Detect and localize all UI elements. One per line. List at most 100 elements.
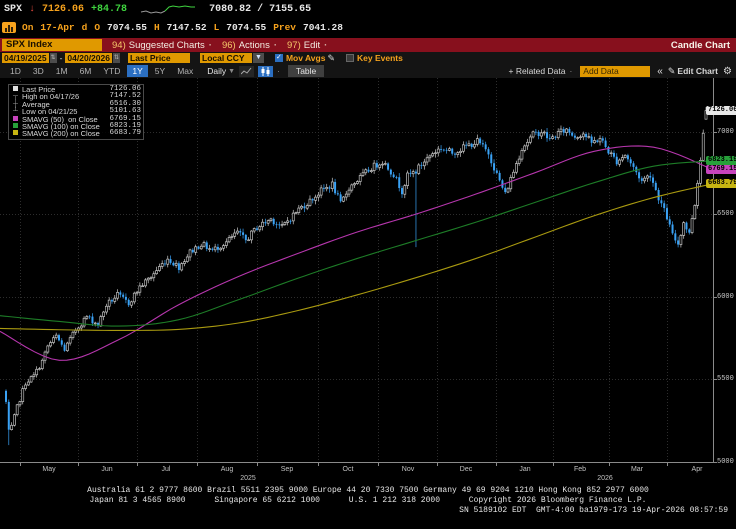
y-tick-label: 7000	[717, 127, 734, 136]
menu-item-dot: ·	[208, 39, 212, 51]
x-axis-line	[0, 462, 714, 463]
legend-marker-icon	[11, 86, 20, 93]
legend-marker-icon	[11, 122, 20, 130]
range-tab-3d[interactable]: 3D	[32, 66, 44, 76]
x-axis-month-label: Jan	[519, 466, 531, 473]
legend-value: 6823.19	[109, 121, 141, 130]
range-tabs-bar: 1D 3D 1M 6M YTD 1Y 5Y Max Daily ▼ · Table + Rel…	[0, 64, 736, 78]
low-label: L	[213, 21, 220, 33]
range-tab-1y[interactable]: 1Y	[127, 65, 148, 77]
legend-row: SMAVG (100) on Close 6823.19	[11, 121, 141, 130]
candle-chart-type-button[interactable]	[258, 65, 274, 77]
security-input[interactable]: SPX Index	[2, 39, 102, 51]
range-tab-ytd[interactable]: YTD	[103, 66, 121, 76]
low-value: 7074.55	[226, 21, 267, 33]
bid-ask-range: 7080.82 / 7155.65	[209, 3, 312, 15]
frequency-select[interactable]: Daily	[207, 66, 227, 76]
range-tab-6m[interactable]: 6M	[79, 66, 92, 76]
table-button[interactable]: Table	[287, 65, 325, 77]
price-field-select[interactable]: Last Price	[128, 53, 190, 63]
y-tick-label: 6500	[717, 210, 734, 219]
menu-item-number: 96)	[221, 39, 236, 51]
x-axis-month-label: Apr	[691, 466, 703, 473]
x-tick-mark	[667, 463, 668, 466]
x-axis-month-label: Jun	[101, 466, 113, 473]
add-data-input[interactable]: Add Data	[580, 65, 651, 77]
key-events-checkbox[interactable]	[346, 54, 355, 62]
axis-price-pill: 7126.06	[706, 106, 736, 116]
x-tick-mark	[136, 463, 138, 466]
related-data-button[interactable]: + Related Data	[508, 66, 566, 76]
open-value: 7074.55	[107, 21, 147, 33]
footer-session-info: SN 5189102 EDT GMT-4:00 ba1979-173 19-Ap…	[459, 506, 728, 515]
mov-avgs-edit-icon[interactable]: ✎	[327, 52, 336, 63]
legend-label: SMAVG (200) on Close	[22, 129, 100, 139]
menu-item-dot: ·	[273, 39, 278, 51]
range-tab-5y[interactable]: 5Y	[154, 66, 166, 76]
date-to-spinner[interactable]: ⇅	[112, 53, 120, 63]
terminal-footer: Australia 61 2 9777 8600 Brazil 5511 239…	[0, 483, 736, 529]
chart-toolbar: 04/19/2025 ⇅ - 04/20/2026 ⇅ Last Price L…	[0, 52, 736, 64]
chart-type-title: Candle Chart	[670, 39, 730, 51]
date-to-input[interactable]: 04/20/2026	[65, 53, 112, 63]
legend-row: ┼ Average 6516.30	[11, 99, 141, 109]
menu-item-label: Actions	[238, 39, 270, 51]
menu-item-number: 97)	[287, 39, 301, 51]
menu-item-label: Suggested Charts	[128, 39, 205, 51]
x-tick-mark	[437, 463, 438, 466]
range-tabs: 1D 3D 1M 6M YTD 1Y 5Y Max	[4, 65, 199, 77]
legend-value: 7126.06	[109, 85, 141, 93]
x-axis-month-label: Oct	[342, 466, 354, 473]
toolbar-dot-separator: ·	[277, 66, 280, 76]
axis-price-pill: 6769.15	[706, 165, 736, 175]
edit-chart-button[interactable]: Edit Chart	[677, 66, 719, 76]
range-tab-max[interactable]: Max	[177, 66, 194, 76]
session-on-label: On	[22, 21, 34, 33]
y-tick-mark	[713, 379, 717, 381]
legend-label: Last Price	[22, 85, 56, 94]
legend-label: Low on 04/21/25	[22, 107, 78, 117]
menu-item-actions[interactable]: 96) Actions ·	[222, 40, 277, 51]
legend-label: Average	[22, 99, 50, 109]
legend-value: 7147.52	[109, 92, 141, 101]
x-axis-month-label: Dec	[459, 466, 473, 473]
legend-row: ┬ High on 04/17/26 7147.52	[11, 92, 141, 101]
candle-chart-area[interactable]: 7000 6500 6000 5500 5000 May Jun Jul Aug Sep Oct N…	[0, 78, 736, 483]
edit-chart-pencil-icon: ✎	[667, 65, 676, 76]
legend-row: ┴ Low on 04/21/25 5101.63	[11, 107, 141, 117]
date-from-input[interactable]: 04/19/2025	[2, 53, 49, 63]
menu-item-dot: ·	[324, 39, 328, 51]
y-tick-label: 5500	[717, 375, 734, 384]
menu-item-edit[interactable]: 97) Edit ·	[287, 40, 327, 51]
currency-dropdown-button[interactable]: ▼	[253, 53, 264, 63]
legend-value: 6516.30	[109, 99, 141, 108]
x-axis-month-label: Nov	[401, 466, 415, 473]
line-chart-type-button[interactable]	[239, 65, 255, 77]
chart-legend: Last Price 7126.06 ┬ High on 04/17/26 7147.5…	[8, 84, 144, 140]
high-label: H	[153, 21, 160, 33]
chart-note-icon[interactable]	[2, 21, 16, 33]
menu-bar: SPX Index 94) Suggested Charts · 96) Actions…	[0, 38, 736, 52]
range-tab-1d[interactable]: 1D	[10, 66, 21, 76]
mov-avgs-checkbox[interactable]: ✓	[274, 54, 283, 62]
footer-contact-line-2: Japan 81 3 4565 8900 Singapore 65 6212 1…	[89, 496, 647, 505]
collapse-toolbar-icon[interactable]: «	[657, 65, 663, 77]
currency-select[interactable]: Local CCY	[200, 53, 252, 63]
menu-items: 94) Suggested Charts · 96) Actions · 97) Edit ·	[102, 40, 327, 51]
legend-row: Last Price 7126.06	[11, 85, 141, 94]
legend-marker-icon: ┬	[13, 93, 18, 101]
x-axis-month-label: Sep	[280, 466, 294, 473]
legend-marker-icon: ┴	[13, 108, 18, 116]
session-date: 17-Apr	[40, 21, 75, 33]
chart-settings-gear-icon[interactable]: ⚙	[723, 65, 732, 77]
x-tick-mark	[78, 463, 79, 466]
axis-price-pill: 6683.79	[706, 179, 736, 189]
price-plot-canvas[interactable]	[0, 78, 713, 462]
x-axis-year-label: 2025	[240, 475, 256, 482]
menu-item-suggested-charts[interactable]: 94) Suggested Charts ·	[112, 40, 212, 51]
x-tick-mark	[378, 463, 379, 466]
date-from-spinner[interactable]: ⇅	[49, 53, 57, 63]
range-tab-1m[interactable]: 1M	[55, 66, 68, 76]
legend-value: 6683.79	[109, 129, 141, 138]
related-data-dot: ·	[569, 66, 573, 76]
